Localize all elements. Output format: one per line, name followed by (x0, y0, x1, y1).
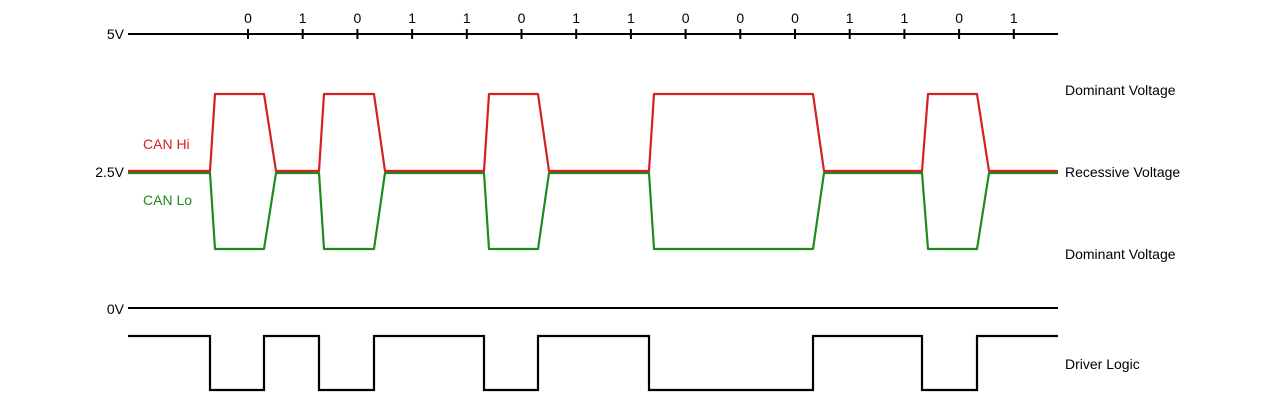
label-recessive-voltage: Recessive Voltage (1065, 164, 1180, 180)
bit-label: 0 (791, 10, 799, 26)
bit-label: 1 (901, 10, 909, 26)
can-lo-waveform (128, 171, 1058, 251)
bit-label: 1 (846, 10, 854, 26)
label-0v: 0V (107, 301, 125, 317)
bit-label: 1 (1010, 10, 1018, 26)
label-2-5v: 2.5V (95, 164, 124, 180)
bit-label: 0 (354, 10, 362, 26)
driver-logic-waveform (128, 334, 1058, 392)
bit-label: 1 (463, 10, 471, 26)
label-can-lo: CAN Lo (143, 192, 192, 208)
bit-label: 1 (408, 10, 416, 26)
bit-label: 0 (682, 10, 690, 26)
bit-label: 0 (955, 10, 963, 26)
label-5v: 5V (107, 26, 125, 42)
label-dominant-voltage-top: Dominant Voltage (1065, 82, 1176, 98)
label-dominant-voltage-bottom: Dominant Voltage (1065, 246, 1176, 262)
bit-label: 1 (572, 10, 580, 26)
bit-ticks (247, 29, 1015, 39)
bit-label: 1 (627, 10, 635, 26)
bit-label: 0 (244, 10, 252, 26)
can-hi-waveform (128, 92, 1058, 173)
label-driver-logic: Driver Logic (1065, 356, 1140, 372)
bit-label: 1 (299, 10, 307, 26)
bit-labels: 0 1 0 1 1 0 1 1 0 0 0 1 1 0 1 (244, 10, 1018, 26)
bit-label: 0 (736, 10, 744, 26)
bit-label: 0 (518, 10, 526, 26)
label-can-hi: CAN Hi (143, 136, 190, 152)
